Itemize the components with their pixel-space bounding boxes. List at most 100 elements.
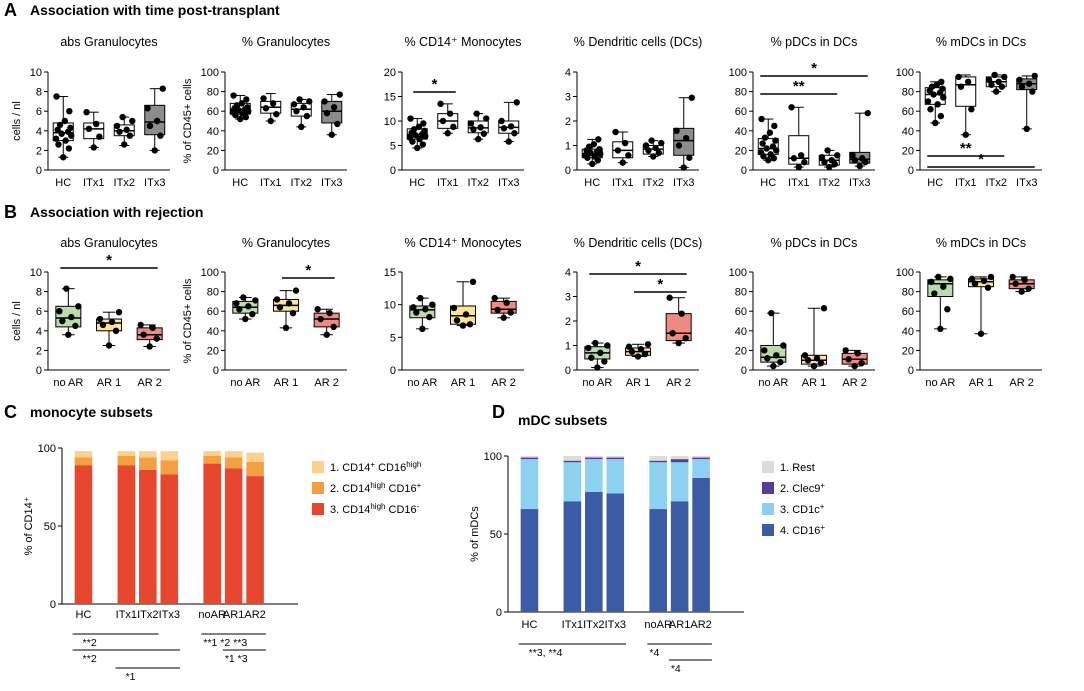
- bar-segment: [74, 465, 93, 604]
- data-point: [759, 140, 766, 147]
- data-point: [768, 309, 775, 317]
- data-point: [648, 137, 655, 144]
- chart-b6: % mDCs in DCs 0 20 40 60 80 100 no AR AR 1 AR 2: [896, 236, 1042, 389]
- data-point: [944, 306, 951, 313]
- legend-swatch: [762, 461, 774, 473]
- y-tick-label: 1: [565, 141, 571, 153]
- box-iqr: [409, 305, 436, 319]
- data-point: [985, 76, 993, 84]
- data-point: [282, 324, 290, 332]
- y-tick-label: 100: [896, 267, 914, 279]
- category-label: ITx3: [144, 177, 165, 189]
- box-itx3: [144, 85, 166, 154]
- category-label: AR 1: [969, 377, 993, 389]
- box-itx1: [955, 73, 977, 138]
- data-point: [688, 94, 695, 101]
- data-point: [991, 71, 998, 79]
- y-tick-label: 80: [902, 87, 914, 99]
- data-point: [851, 362, 858, 370]
- box-itx2: [985, 71, 1008, 95]
- data-point: [984, 284, 992, 291]
- y-axis-label: % of CD45+ cells: [182, 78, 194, 163]
- data-point: [511, 130, 518, 137]
- y-tick-label: 0: [50, 599, 56, 611]
- data-point: [66, 108, 73, 115]
- data-point: [581, 152, 589, 159]
- data-point: [675, 339, 682, 347]
- bar-segment: [563, 456, 582, 461]
- data-point: [108, 318, 116, 326]
- data-point: [419, 325, 426, 333]
- y-tick-label: 0: [908, 365, 914, 377]
- data-point: [462, 311, 470, 318]
- y-tick-label: 60: [902, 106, 914, 118]
- bar-segment: [224, 457, 243, 469]
- bar-segment: [670, 459, 689, 463]
- data-point: [99, 321, 107, 329]
- data-point: [129, 117, 136, 125]
- category-label: AR 1: [802, 377, 826, 389]
- data-point: [824, 147, 831, 154]
- annotation-label: **3, **4: [529, 647, 563, 659]
- y-tick-label: 100: [729, 267, 747, 279]
- data-point: [655, 149, 663, 157]
- y-axis-label: cells / nl: [11, 301, 23, 341]
- data-point: [121, 141, 128, 148]
- significance-label: *: [635, 258, 641, 275]
- y-tick-label: 100: [484, 451, 502, 463]
- category-label: ITx1: [788, 177, 809, 189]
- bar-segment: [606, 493, 625, 612]
- data-point: [123, 126, 130, 134]
- plot-title: % CD14⁺ Monocytes: [404, 236, 521, 250]
- data-point: [54, 126, 61, 134]
- legend-item: 1. CD14+ CD16high: [312, 460, 421, 474]
- box-itx1: [612, 128, 634, 166]
- legend-label-part: CD16: [385, 483, 416, 495]
- data-point: [817, 359, 825, 367]
- category-label: ITx1: [612, 177, 633, 189]
- legend-swatch: [762, 503, 774, 515]
- data-point: [238, 100, 246, 107]
- y-axis-label: cells / nl: [11, 101, 23, 141]
- section-title-a: Association with time post-transplant: [30, 2, 280, 18]
- data-point: [780, 342, 787, 349]
- bar-segment: [692, 456, 710, 458]
- y-tick-label: 15: [384, 92, 396, 104]
- legend-label-sup: +: [417, 481, 422, 490]
- data-point: [801, 352, 809, 359]
- category-label: ITx2: [643, 177, 664, 189]
- data-point: [585, 344, 592, 352]
- data-point: [971, 280, 979, 287]
- category-label: AR1: [669, 619, 690, 631]
- data-point: [414, 144, 421, 152]
- box-hc: [406, 115, 429, 152]
- y-tick-label: 80: [207, 87, 219, 99]
- plot-title: abs Granulocytes: [60, 236, 157, 250]
- data-point: [596, 145, 603, 153]
- legend-label-sup: +: [370, 460, 375, 469]
- data-point: [63, 285, 70, 292]
- y-tick-label: 2: [36, 345, 42, 357]
- legend-item: 4. CD16+: [762, 523, 825, 537]
- y-tick-label: 50: [44, 521, 56, 533]
- significance-label: **: [960, 140, 972, 157]
- y-tick-label: 0: [36, 365, 42, 377]
- category-label: ITx1: [83, 177, 104, 189]
- data-point: [845, 356, 852, 363]
- category-label: AR 1: [274, 377, 298, 389]
- legend-label-part: 1. CD14: [330, 462, 370, 474]
- data-point: [276, 304, 284, 311]
- data-point: [115, 308, 123, 316]
- y-tick-label: 60: [207, 306, 219, 318]
- bar-segment: [606, 459, 625, 494]
- data-point: [494, 306, 501, 314]
- significance-label: *: [657, 276, 663, 293]
- data-point: [72, 322, 79, 330]
- box-hc: [924, 78, 947, 127]
- y-axis-label: % of CD45+ cells: [182, 278, 194, 363]
- significance-label: *: [432, 76, 438, 93]
- data-point: [666, 294, 673, 301]
- section-title-d: mDC subsets: [518, 412, 608, 428]
- data-point: [56, 308, 63, 315]
